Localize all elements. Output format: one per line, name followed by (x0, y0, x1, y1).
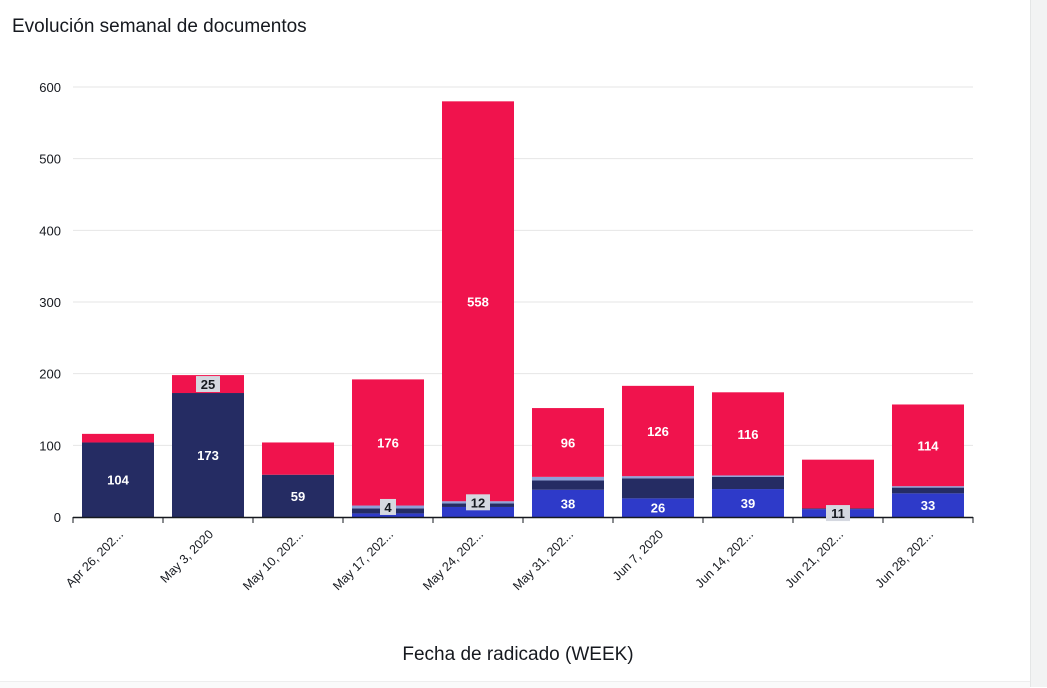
data-label-bg (380, 498, 396, 515)
x-tick-label: May 31, 202... (510, 527, 576, 593)
x-tick-label: May 17, 202... (330, 527, 396, 593)
scrollbar-track[interactable] (1030, 0, 1047, 687)
data-label: 25 (201, 377, 215, 392)
data-label: 114 (918, 438, 940, 453)
data-label: 33 (921, 498, 935, 513)
data-label: 173 (197, 448, 219, 463)
bar-segment[interactable] (262, 442, 334, 475)
x-tick-label: Jun 14, 202... (693, 527, 756, 590)
x-tick-label: Jun 21, 202... (783, 527, 846, 590)
chart-title: Evolución semanal de documentos (12, 16, 307, 37)
bar-segment[interactable] (532, 480, 604, 490)
bar-segment[interactable] (82, 442, 154, 517)
y-tick-label: 600 (39, 80, 61, 95)
data-label: 558 (467, 294, 489, 309)
x-tick-label: Apr 26, 202... (63, 527, 126, 590)
x-tick-label: May 3, 2020 (158, 527, 217, 586)
data-label: 38 (561, 496, 575, 511)
stacked-bar-chart: 0 100 200 300 400 500 600 Apr 26, 202... May 3, … (39, 80, 974, 593)
y-tick-label: 0 (54, 510, 61, 525)
bar-segment[interactable] (802, 459, 874, 509)
panel-footer (0, 681, 1030, 688)
bar-segment[interactable] (622, 385, 694, 477)
bar-segment[interactable] (622, 478, 694, 499)
bar-segment[interactable] (532, 489, 604, 517)
bar-segment[interactable] (82, 433, 154, 443)
bar-segment[interactable] (622, 498, 694, 517)
bar-segment[interactable] (892, 487, 964, 494)
x-tick-label: Jun 28, 202... (873, 527, 936, 590)
bar-segment[interactable] (352, 379, 424, 506)
data-label: 12 (471, 495, 485, 510)
bar-segment[interactable] (262, 474, 334, 517)
data-label: 104 (107, 473, 129, 488)
data-label-bg (826, 505, 850, 522)
bar-segment[interactable] (442, 101, 514, 502)
data-label-bg (196, 376, 220, 393)
bar-segment[interactable] (532, 476, 604, 481)
data-label: 126 (647, 424, 669, 439)
bar-segment[interactable] (712, 489, 784, 517)
data-label-bg (466, 494, 490, 511)
data-label: 11 (831, 506, 845, 521)
bar-segment[interactable] (712, 475, 784, 477)
bar-segment[interactable] (712, 476, 784, 490)
bar-segment[interactable] (892, 404, 964, 487)
y-tick-label: 300 (39, 295, 61, 310)
data-label: 26 (651, 501, 665, 516)
bar-segment[interactable] (622, 476, 694, 479)
bar-segment[interactable] (892, 493, 964, 517)
bar-segment[interactable] (532, 408, 604, 477)
x-tick-label: May 24, 202... (420, 527, 486, 593)
bar-segment[interactable] (712, 392, 784, 476)
bar-segment[interactable] (442, 506, 514, 517)
data-label: 4 (384, 500, 392, 515)
x-tick-label: Jun 7, 2020 (610, 527, 666, 583)
bar-segment[interactable] (352, 513, 424, 517)
x-tick-label: May 10, 202... (240, 527, 306, 593)
y-tick-label: 500 (39, 152, 61, 167)
data-label: 96 (561, 435, 575, 450)
bar-segment[interactable] (172, 393, 244, 517)
data-label: 39 (741, 496, 755, 511)
y-tick-label: 200 (39, 367, 61, 382)
x-axis-title: Fecha de radicado (WEEK) (402, 644, 634, 665)
data-label: 176 (377, 435, 399, 450)
data-label: 116 (738, 427, 759, 442)
bar-segment[interactable] (892, 486, 964, 488)
data-label: 59 (291, 489, 305, 504)
y-tick-label: 100 (39, 438, 61, 453)
y-tick-label: 400 (39, 223, 61, 238)
